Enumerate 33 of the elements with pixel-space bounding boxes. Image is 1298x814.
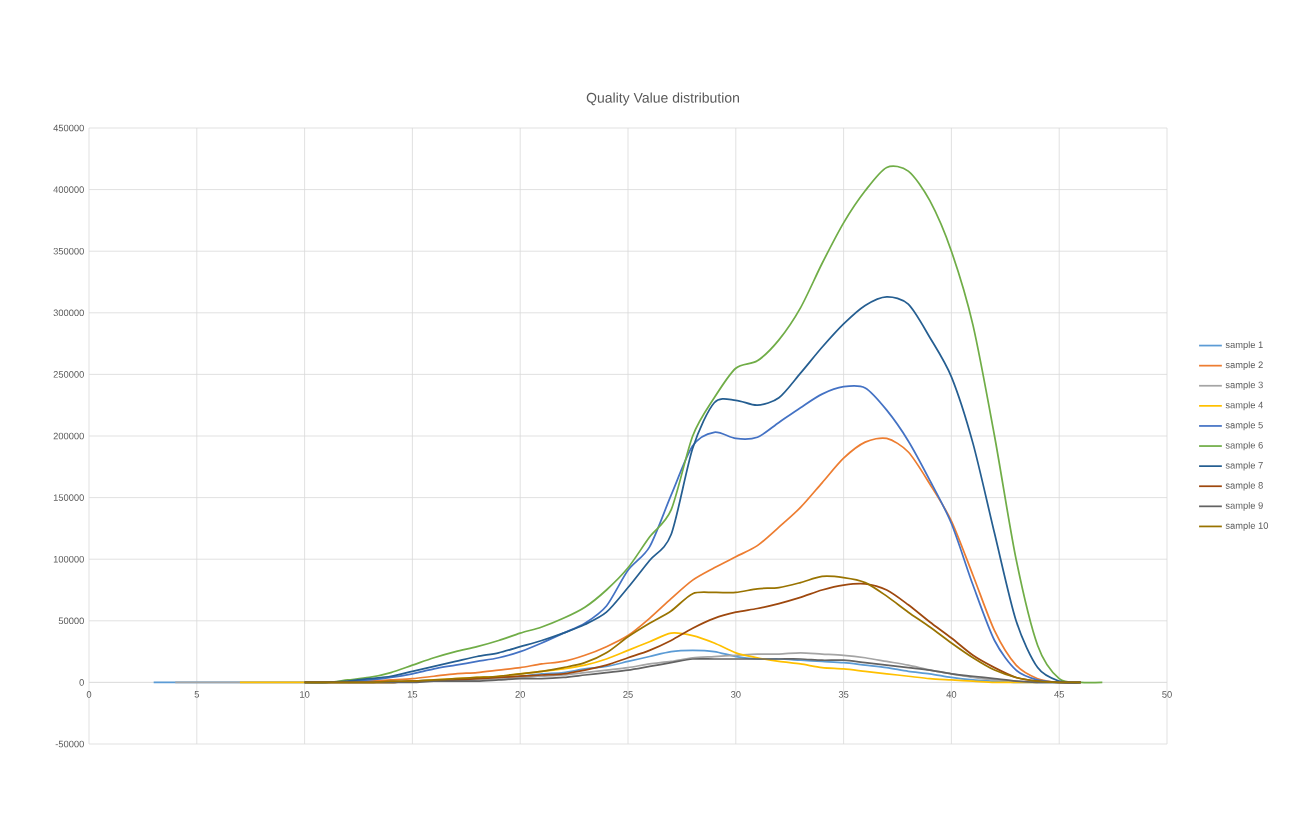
x-tick-label: 25 — [623, 691, 633, 698]
x-tick-label: 40 — [946, 691, 957, 698]
x-tick-label: 15 — [407, 691, 418, 698]
y-tick-label: -50000 — [55, 740, 84, 748]
legend-label: sample 9 — [1225, 501, 1263, 511]
y-tick-label: 200000 — [53, 432, 84, 440]
y-tick-label: 350000 — [53, 247, 84, 255]
x-tick-label: 35 — [838, 691, 849, 698]
y-tick-label: 0 — [79, 679, 84, 686]
y-tick-label: 300000 — [53, 309, 84, 317]
legend-label: sample 2 — [1225, 361, 1263, 370]
x-tick-label: 20 — [515, 691, 526, 698]
legend-label: sample 6 — [1225, 441, 1263, 451]
y-tick-label: 400000 — [53, 186, 84, 193]
x-tick-label: 30 — [730, 691, 741, 698]
x-tick-label: 45 — [1054, 691, 1064, 698]
y-tick-label: 50000 — [58, 617, 84, 625]
chart-title: Quality Value distribution — [586, 92, 739, 106]
legend-label: sample 10 — [1225, 522, 1269, 531]
legend-label: sample 3 — [1225, 381, 1263, 391]
y-tick-label: 450000 — [53, 124, 84, 132]
x-tick-label: 5 — [194, 691, 199, 698]
legend-label: sample 7 — [1225, 461, 1263, 471]
legend-label: sample 8 — [1225, 481, 1263, 491]
y-tick-label: 150000 — [53, 494, 84, 501]
y-tick-label: 100000 — [53, 555, 84, 563]
x-tick-label: 10 — [300, 691, 310, 698]
y-tick-label: 250000 — [53, 371, 84, 378]
x-tick-label: 50 — [1162, 691, 1172, 698]
legend-label: sample 5 — [1225, 421, 1263, 431]
legend-label: sample 1 — [1225, 341, 1263, 350]
x-tick-label: 0 — [86, 691, 92, 698]
legend-label: sample 4 — [1225, 401, 1263, 411]
